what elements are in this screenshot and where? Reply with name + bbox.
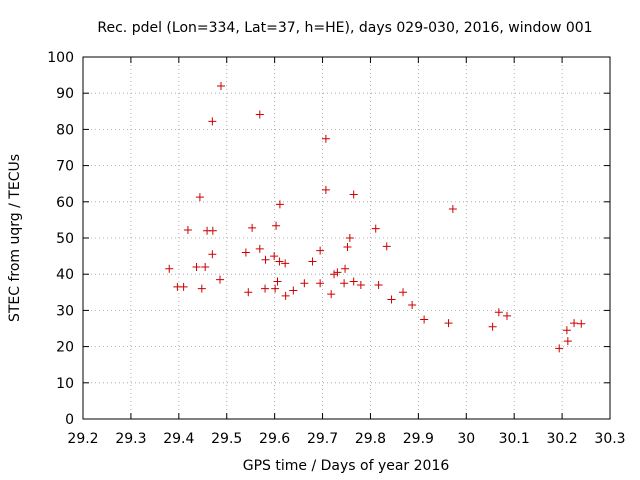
- x-tick-label: 30.3: [594, 431, 625, 447]
- data-point: [165, 264, 174, 273]
- y-tick-label: 90: [56, 86, 74, 102]
- data-point: [261, 255, 270, 264]
- x-tick-label: 30.1: [499, 431, 530, 447]
- data-point: [216, 275, 225, 284]
- data-point: [216, 81, 225, 90]
- y-tick-label: 50: [56, 231, 74, 247]
- data-point: [327, 290, 336, 299]
- data-point: [308, 257, 317, 266]
- data-point: [349, 190, 358, 199]
- data-point: [192, 262, 201, 271]
- data-point: [340, 279, 349, 288]
- data-point: [494, 308, 503, 317]
- data-point: [321, 185, 330, 194]
- y-tick-label: 20: [56, 340, 74, 356]
- data-point: [330, 270, 339, 279]
- data-point: [399, 288, 408, 297]
- x-tick-label: 29.6: [259, 431, 290, 447]
- y-tick-label: 40: [56, 267, 74, 283]
- x-tick-label: 29.9: [403, 431, 434, 447]
- y-tick-label: 10: [56, 376, 74, 392]
- x-axis-label: GPS time / Days of year 2016: [243, 458, 450, 474]
- data-point: [208, 117, 217, 126]
- data-point: [281, 259, 290, 268]
- data-point: [270, 252, 279, 261]
- y-tick-label: 0: [65, 412, 74, 428]
- data-point: [562, 326, 571, 335]
- data-point: [577, 319, 586, 328]
- data-point: [356, 281, 365, 290]
- data-point: [244, 288, 253, 297]
- data-point: [195, 193, 204, 202]
- y-tick-label: 30: [56, 303, 74, 319]
- data-point: [261, 284, 270, 293]
- x-tick-label: 29.4: [163, 431, 194, 447]
- data-point: [183, 226, 192, 235]
- data-point: [197, 284, 206, 293]
- data-point: [420, 315, 429, 324]
- data-point: [316, 279, 325, 288]
- data-points: [165, 81, 586, 353]
- data-point: [273, 277, 282, 286]
- y-axis-label: STEC from uqrg / TECUs: [7, 154, 23, 322]
- x-tick-label: 29.3: [115, 431, 146, 447]
- data-point: [241, 248, 250, 257]
- data-point: [255, 110, 264, 119]
- data-point: [488, 322, 497, 331]
- x-tick-label: 30.2: [547, 431, 578, 447]
- data-point: [341, 264, 350, 273]
- x-axis-tick-labels: 29.2 29.3 29.4 29.5 29.6 29.7 29.8 29.9 30 30.1 30…: [67, 431, 625, 447]
- data-point: [248, 223, 257, 232]
- data-point: [444, 319, 453, 328]
- data-point: [563, 337, 572, 346]
- data-point: [408, 300, 417, 309]
- x-tick-label: 30: [457, 431, 475, 447]
- data-point: [255, 244, 264, 253]
- x-tick-label: 29.5: [211, 431, 242, 447]
- data-point: [275, 200, 284, 209]
- data-point: [271, 284, 280, 293]
- data-point: [570, 319, 579, 328]
- data-point: [448, 205, 457, 214]
- data-point: [208, 250, 217, 259]
- y-tick-label: 80: [56, 122, 74, 138]
- x-tick-label: 29.2: [67, 431, 98, 447]
- data-point: [289, 286, 298, 295]
- data-point: [387, 295, 396, 304]
- data-point: [382, 242, 391, 251]
- data-point: [333, 268, 342, 277]
- data-point: [555, 344, 564, 353]
- data-point: [272, 221, 281, 230]
- data-point: [179, 282, 188, 291]
- data-point: [201, 262, 210, 271]
- data-point: [316, 246, 325, 255]
- x-tick-label: 29.8: [355, 431, 386, 447]
- x-tick-label: 29.7: [307, 431, 338, 447]
- data-point: [281, 291, 290, 300]
- data-point: [208, 226, 217, 235]
- y-tick-label: 100: [47, 50, 74, 66]
- data-point: [343, 243, 352, 252]
- data-point: [502, 311, 511, 320]
- data-point: [321, 134, 330, 143]
- chart-title: Rec. pdel (Lon=334, Lat=37, h=HE), days …: [97, 20, 592, 36]
- y-tick-label: 70: [56, 159, 74, 175]
- data-point: [300, 279, 309, 288]
- axis-ticks: [82, 56, 611, 420]
- data-point: [275, 257, 284, 266]
- data-point: [374, 281, 383, 290]
- data-point: [349, 277, 358, 286]
- y-axis-tick-labels: 0 10 20 30 40 50 60 70 80 90 100: [47, 50, 74, 428]
- y-tick-label: 60: [56, 195, 74, 211]
- data-point: [371, 224, 380, 233]
- data-point: [345, 234, 354, 242]
- grid-layer: [83, 57, 610, 419]
